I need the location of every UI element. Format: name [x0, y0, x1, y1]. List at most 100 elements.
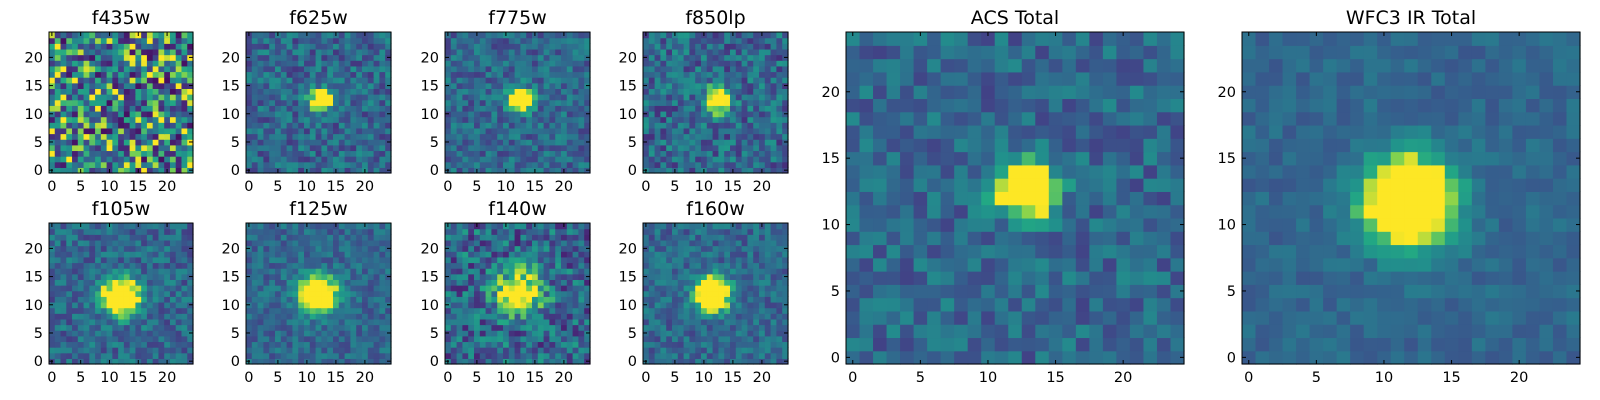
heatmap-cell — [251, 251, 259, 258]
heatmap-cell — [373, 296, 380, 303]
heatmap-cell — [135, 245, 142, 252]
heatmap-cell — [532, 71, 539, 78]
heatmap-cell — [572, 150, 579, 157]
heatmap-cell — [654, 139, 661, 146]
heatmap-cell — [735, 156, 743, 163]
heatmap-cell — [72, 239, 79, 247]
heatmap-cell — [526, 161, 533, 168]
heatmap-cell — [584, 32, 591, 39]
heatmap-cell — [106, 94, 113, 101]
heatmap-cell — [169, 156, 177, 163]
heatmap-cell — [367, 139, 375, 146]
heatmap-cell — [526, 228, 533, 235]
heatmap-cell — [741, 285, 748, 292]
heatmap-cell — [72, 139, 79, 146]
heatmap-cell — [356, 324, 363, 331]
heatmap-cell — [479, 116, 487, 123]
heatmap-cell — [280, 144, 288, 152]
heatmap-cell — [269, 122, 276, 129]
heatmap-cell — [77, 256, 85, 264]
heatmap-cell — [526, 279, 533, 286]
heatmap-cell — [251, 347, 259, 354]
heatmap-cell — [572, 290, 579, 297]
heatmap-cell — [718, 54, 725, 61]
heatmap-cell — [269, 245, 276, 252]
heatmap-cell — [532, 313, 539, 320]
heatmap-cell — [683, 307, 690, 314]
heatmap-cell — [385, 43, 392, 50]
heatmap-cell — [89, 60, 96, 67]
heatmap-cell — [462, 122, 469, 129]
heatmap-cell — [695, 32, 702, 39]
heatmap-cell — [578, 150, 585, 157]
heatmap-cell — [584, 268, 591, 275]
heatmap-cell — [251, 330, 259, 337]
y-tick-label: 20 — [25, 50, 43, 66]
heatmap-cell — [263, 150, 270, 157]
heatmap-cell — [782, 290, 789, 297]
heatmap-cell — [648, 144, 656, 152]
heatmap-cell — [677, 324, 685, 331]
heatmap-cell — [543, 324, 550, 331]
heatmap-cell — [695, 65, 702, 73]
heatmap-cell — [118, 94, 125, 101]
heatmap-cell — [315, 352, 322, 359]
heatmap-cell — [106, 116, 113, 123]
heatmap-cell — [100, 94, 108, 101]
heatmap-cell — [468, 37, 475, 44]
heatmap-cell — [292, 54, 299, 61]
heatmap-cell — [508, 82, 516, 89]
heatmap-cell — [566, 347, 574, 354]
heatmap-cell — [298, 88, 305, 95]
heatmap-cell — [379, 223, 386, 230]
heatmap-cell — [280, 127, 288, 135]
heatmap-cell — [695, 94, 702, 101]
heatmap-cell — [327, 296, 334, 303]
heatmap-cell — [770, 150, 777, 157]
heatmap-cell — [764, 330, 772, 337]
heatmap-cell — [100, 65, 108, 73]
heatmap-cell — [753, 156, 760, 163]
heatmap-cell — [89, 127, 96, 135]
heatmap-cell — [187, 144, 194, 152]
heatmap-cell — [491, 324, 498, 331]
heatmap-cell — [315, 296, 322, 303]
heatmap-cell — [315, 110, 322, 118]
heatmap-cell — [362, 71, 369, 78]
heatmap-cell — [356, 279, 363, 286]
heatmap-cell — [514, 245, 521, 252]
heatmap-cell — [106, 239, 113, 247]
heatmap-cell — [112, 290, 119, 297]
heatmap-cell — [677, 37, 685, 44]
heatmap-cell — [72, 268, 79, 275]
heatmap-cell — [689, 82, 696, 89]
heatmap-cell — [169, 37, 177, 44]
heatmap-cell — [549, 256, 556, 264]
heatmap-cell — [100, 228, 108, 235]
heatmap-cell — [251, 358, 259, 365]
heatmap-cell — [175, 77, 183, 84]
heatmap-cell — [175, 223, 183, 230]
heatmap-cell — [730, 161, 737, 168]
heatmap-cell — [474, 139, 481, 146]
heatmap-cell — [350, 223, 357, 230]
heatmap-cell — [175, 37, 183, 44]
heatmap-cell — [549, 307, 556, 314]
heatmap-cell — [123, 262, 131, 269]
heatmap-cell — [643, 290, 650, 297]
heatmap-cell — [77, 296, 85, 303]
x-tick-label: 10 — [298, 370, 316, 386]
heatmap-cell — [782, 150, 789, 157]
heatmap-cell — [747, 318, 754, 326]
heatmap-cell — [373, 324, 380, 331]
heatmap-cell — [543, 54, 550, 61]
heatmap-cell — [135, 43, 142, 50]
heatmap-cell — [660, 296, 667, 303]
heatmap-cell — [315, 223, 322, 230]
heatmap-cell — [106, 156, 113, 163]
heatmap-cell — [66, 251, 73, 258]
heatmap-cell — [315, 133, 322, 140]
heatmap-cell — [304, 82, 311, 89]
heatmap-cell — [385, 48, 392, 56]
heatmap-cell — [508, 150, 516, 157]
